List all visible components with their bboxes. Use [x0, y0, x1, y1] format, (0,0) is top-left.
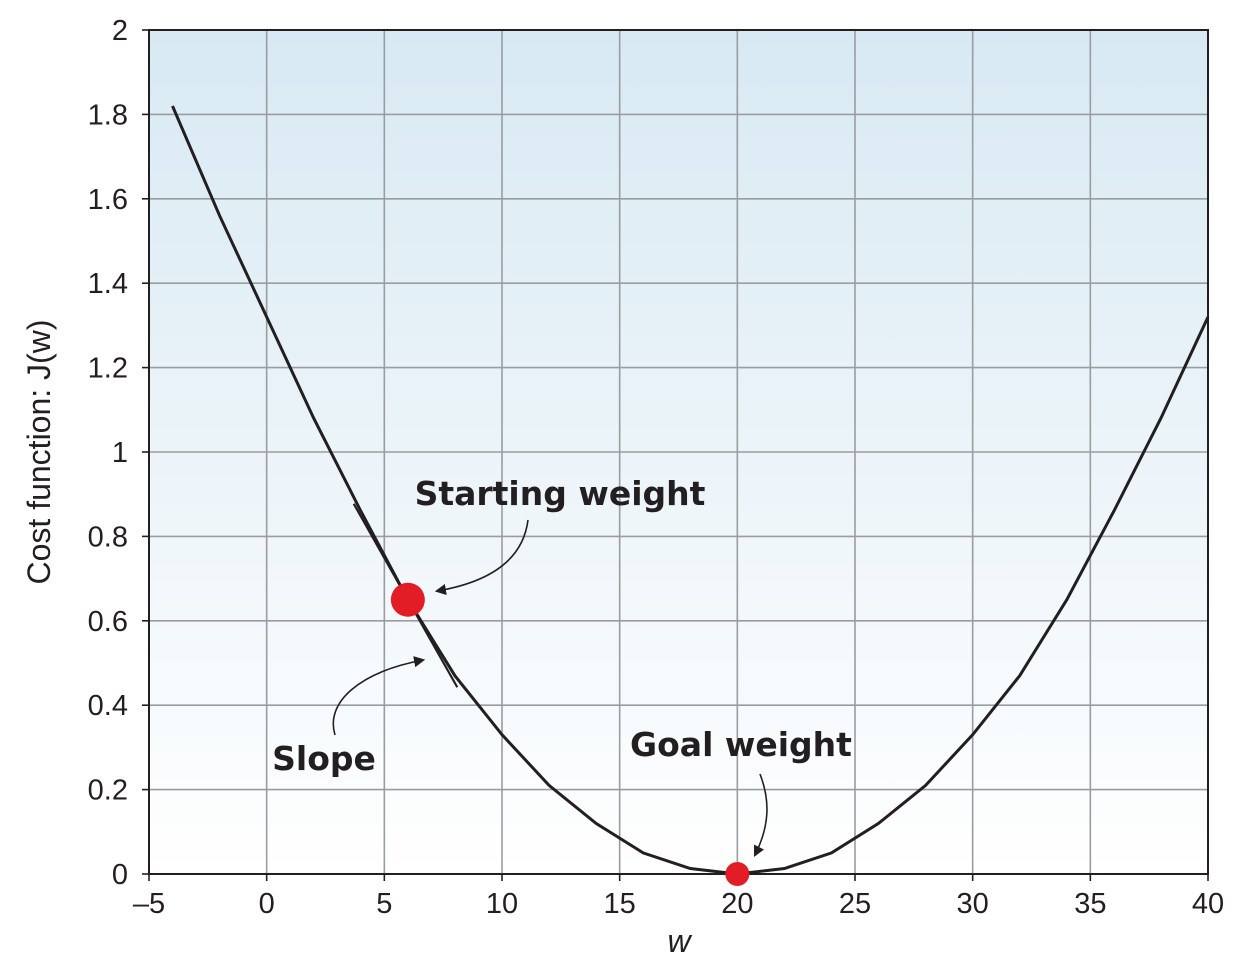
x-tick-label: 35	[1074, 888, 1106, 920]
goal-weight-arrow	[753, 773, 768, 858]
y-tick-label: 1.8	[88, 99, 128, 131]
x-tick-label: –5	[133, 888, 165, 920]
goal-weight-label: Goal weight	[630, 725, 852, 764]
slope-label: Slope	[272, 739, 376, 778]
x-tick-label: 0	[259, 888, 275, 920]
y-tick-label: 1.6	[88, 184, 128, 216]
y-axis-ticks: 0 0.2 0.4 0.6 0.8 1 1.2 1.4 1.6 1.8 2	[88, 15, 149, 891]
y-tick-label: 0.8	[88, 521, 128, 553]
x-tick-label: 15	[604, 888, 636, 920]
y-tick-label: 0	[112, 859, 128, 891]
starting-weight-point	[390, 582, 425, 617]
x-tick-label: 25	[839, 888, 871, 920]
goal-weight-point	[725, 862, 750, 886]
y-tick-label: 2	[112, 15, 128, 47]
x-tick-label: 10	[486, 888, 518, 920]
y-axis-label: Cost function: J(w)	[21, 320, 57, 585]
cost-curve-line	[171, 105, 1210, 876]
x-tick-label: 40	[1192, 888, 1224, 920]
y-tick-label: 0.4	[88, 690, 128, 722]
y-tick-label: 1.4	[88, 268, 128, 300]
x-axis-label: w	[667, 923, 692, 959]
y-tick-label: 1	[112, 437, 128, 469]
starting-weight-arrow	[434, 519, 529, 596]
y-tick-label: 0.2	[88, 775, 128, 807]
x-tick-label: 20	[721, 888, 753, 920]
x-tick-label: 5	[376, 888, 392, 920]
slope-arrow	[332, 656, 426, 736]
y-tick-label: 0.6	[88, 606, 128, 638]
starting-weight-label: Starting weight	[415, 474, 706, 513]
x-axis-ticks: –5 0 5 10 15 20 25 30 35 40	[133, 874, 1224, 920]
y-tick-label: 1.2	[88, 353, 128, 385]
x-tick-label: 30	[957, 888, 989, 920]
